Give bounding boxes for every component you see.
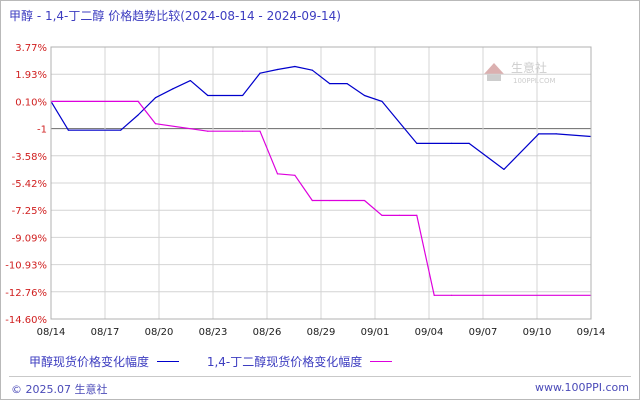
series-2-point [137, 100, 139, 102]
legend-swatch-series-1 [157, 361, 180, 362]
watermark: 生意社 100PPI.COM [484, 60, 556, 85]
footer-url[interactable]: www.100PPI.com [535, 381, 629, 394]
series-2-point [381, 214, 383, 216]
series-2-point [311, 199, 313, 202]
y-tick-label: -3.58% [12, 152, 47, 163]
x-tick-label: 08/23 [199, 327, 228, 338]
series-2-point [329, 199, 331, 202]
series-2-point [207, 130, 209, 132]
legend-label-series-1: 甲醇现货价格变化幅度 [29, 355, 150, 369]
series-2-point [363, 199, 366, 202]
legend: 甲醇现货价格变化幅度 1,4-丁二醇现货价格变化幅度 [29, 353, 416, 370]
legend-label-series-2: 1,4-丁二醇现货价格变化幅度 [206, 355, 363, 369]
x-tick-label: 09/07 [469, 327, 498, 338]
series-2-point [259, 130, 261, 132]
series-1-point [503, 168, 505, 170]
series-1-point [242, 94, 244, 97]
x-tick-label: 09/01 [361, 327, 390, 338]
footer-divider [9, 376, 631, 377]
x-tick-label: 08/17 [91, 327, 120, 338]
y-tick-label: -12.76% [5, 288, 47, 299]
series-2-point [276, 173, 279, 175]
y-tick-label: 3.77% [15, 43, 47, 54]
y-tick-label: -14.60% [5, 315, 47, 326]
plot-area-border [50, 46, 592, 320]
x-tick-label: 09/04 [415, 327, 444, 338]
series-1-point [294, 65, 296, 68]
x-tick-label: 08/29 [307, 327, 336, 338]
y-tick-label: 1.93% [15, 70, 47, 81]
series-1-point [276, 68, 279, 71]
series-2-point [451, 294, 453, 296]
series-1-point [207, 94, 209, 97]
legend-item-series-1: 甲醇现货价格变化幅度 [29, 353, 180, 370]
legend-item-series-2: 1,4-丁二醇现货价格变化幅度 [206, 353, 393, 370]
series-2-point [242, 130, 244, 132]
y-tick-label: -9.09% [12, 233, 47, 244]
series-1-point [137, 114, 139, 116]
series-line-1 [50, 65, 592, 170]
series-1-point [381, 100, 383, 102]
x-tick-label: 09/10 [523, 327, 552, 338]
axis-labels: 3.77% 1.93% 0.10% -1 -3.58% -5.42% -7.25% -9.09… [5, 43, 605, 338]
y-tick-label: -10.93% [5, 261, 47, 272]
y-tick-label: -1 [37, 125, 47, 136]
series-2-point [433, 294, 435, 296]
watermark-url: 100PPI.COM [513, 77, 556, 85]
series-1-point [172, 88, 174, 90]
series-1-point [189, 79, 191, 82]
y-tick-label: -7.25% [12, 206, 47, 217]
series-1-point [538, 133, 540, 135]
grid-lines [51, 47, 591, 319]
series-2-point [154, 123, 157, 125]
series-1-point [259, 72, 261, 74]
x-tick-label: 08/26 [253, 327, 282, 338]
series-2-point [398, 214, 400, 216]
x-tick-label: 09/14 [577, 327, 606, 338]
series-1-point [451, 142, 453, 144]
series-1-point [154, 97, 157, 99]
series-1-point [363, 94, 366, 97]
series-2-point [294, 174, 296, 176]
series-1-point [468, 142, 470, 144]
y-tick-label: 0.10% [15, 97, 47, 108]
x-tick-label: 08/14 [37, 327, 66, 338]
legend-swatch-series-2 [370, 361, 393, 362]
series-1-point [555, 133, 557, 135]
series-line-2 [51, 100, 591, 296]
series-1-point [346, 82, 348, 85]
watermark-brand: 生意社 [511, 60, 547, 75]
series-2-point [346, 199, 348, 202]
series-2-point [416, 214, 418, 216]
x-tick-label: 08/20 [145, 327, 174, 338]
series-1-point [329, 82, 331, 85]
footer-copyright: © 2025.07 生意社 [11, 383, 108, 396]
series-1-point [311, 69, 313, 71]
watermark-logo-base [487, 74, 501, 81]
chart-title: 甲醇 - 1,4-丁二醇 价格趋势比较(2024-08-14 - 2024-09… [9, 9, 341, 23]
series-lines [50, 65, 592, 296]
y-tick-label: -5.42% [12, 179, 47, 190]
watermark-logo-icon [484, 63, 504, 74]
series-1-point [416, 142, 418, 144]
series-1-point [67, 129, 70, 131]
series-1-point [120, 129, 122, 131]
